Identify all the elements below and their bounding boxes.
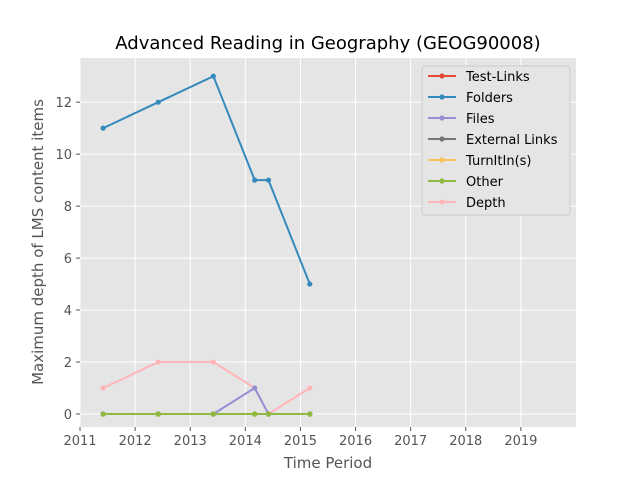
data-point-depth (100, 385, 106, 391)
x-tick-label: 2014 (229, 434, 262, 449)
x-axis-label: Time Period (283, 454, 372, 472)
x-tick-label: 2011 (63, 434, 96, 449)
data-point-other (210, 411, 216, 417)
data-point-files (252, 385, 258, 391)
x-tick-label: 2015 (284, 434, 317, 449)
legend-item-depth: Depth (428, 196, 506, 211)
x-tick-label: 2019 (504, 434, 537, 449)
legend-label: External Links (466, 133, 558, 148)
data-point-other (307, 411, 313, 417)
y-tick-label: 8 (64, 200, 72, 215)
legend-swatch-marker (439, 178, 445, 184)
legend-swatch-marker (439, 136, 445, 142)
x-tick-label: 2013 (174, 434, 207, 449)
data-point-other (100, 411, 106, 417)
legend-item-turnitin-s: TurnItIn(s) (428, 154, 531, 169)
legend-label: Files (466, 112, 495, 127)
legend-item-test-links: Test-Links (428, 70, 530, 85)
legend-item-folders: Folders (428, 91, 513, 106)
y-tick-label: 4 (64, 304, 72, 319)
y-axis-ticks: 0 2 4 6 8 10 12 (55, 96, 80, 423)
y-axis-label: Maximum depth of LMS content items (29, 99, 47, 385)
y-tick-label: 2 (64, 356, 72, 371)
legend-item-external-links: External Links (428, 133, 558, 148)
legend-item-files: Files (428, 112, 495, 127)
legend-box (421, 65, 571, 216)
legend: Test-Links Folders Files External Links Turn… (421, 65, 571, 216)
legend-swatch-marker (439, 199, 445, 205)
data-point-folders (155, 99, 161, 105)
legend-swatch-marker (439, 115, 445, 121)
legend-label: Test-Links (465, 70, 530, 85)
data-point-folders (252, 177, 258, 183)
data-point-other (155, 411, 161, 417)
data-point-depth (307, 385, 313, 391)
x-axis-ticks: 2011 2012 2013 2014 2015 2016 2017 2018 2019 (63, 427, 537, 449)
legend-label: Depth (466, 196, 506, 211)
legend-item-other: Other (428, 175, 504, 190)
y-tick-label: 6 (64, 252, 72, 267)
data-point-depth (155, 359, 161, 365)
series-layer (100, 73, 313, 417)
y-tick-label: 12 (55, 96, 72, 111)
legend-label: Folders (466, 91, 513, 106)
series-line-folders (102, 74, 311, 285)
series-folders (100, 73, 313, 287)
legend-swatch-marker (439, 157, 445, 163)
legend-label: Other (466, 175, 504, 190)
data-point-folders (307, 281, 313, 287)
x-tick-label: 2018 (449, 434, 482, 449)
data-point-depth (210, 359, 216, 365)
x-tick-label: 2017 (394, 434, 427, 449)
series-line-depth (102, 361, 311, 416)
chart-title: Advanced Reading in Geography (GEOG90008… (115, 33, 540, 54)
data-point-folders (100, 125, 106, 131)
series-other (100, 411, 313, 417)
x-tick-label: 2012 (119, 434, 152, 449)
y-tick-label: 10 (55, 148, 72, 163)
legend-label: TurnItIn(s) (465, 154, 531, 169)
legend-swatch-marker (439, 94, 445, 100)
legend-swatch-marker (439, 73, 445, 79)
data-point-folders (210, 73, 216, 79)
data-point-folders (265, 177, 272, 183)
data-point-other (252, 411, 258, 417)
y-tick-label: 0 (64, 408, 72, 423)
data-point-other (265, 411, 272, 417)
x-tick-label: 2016 (339, 434, 372, 449)
